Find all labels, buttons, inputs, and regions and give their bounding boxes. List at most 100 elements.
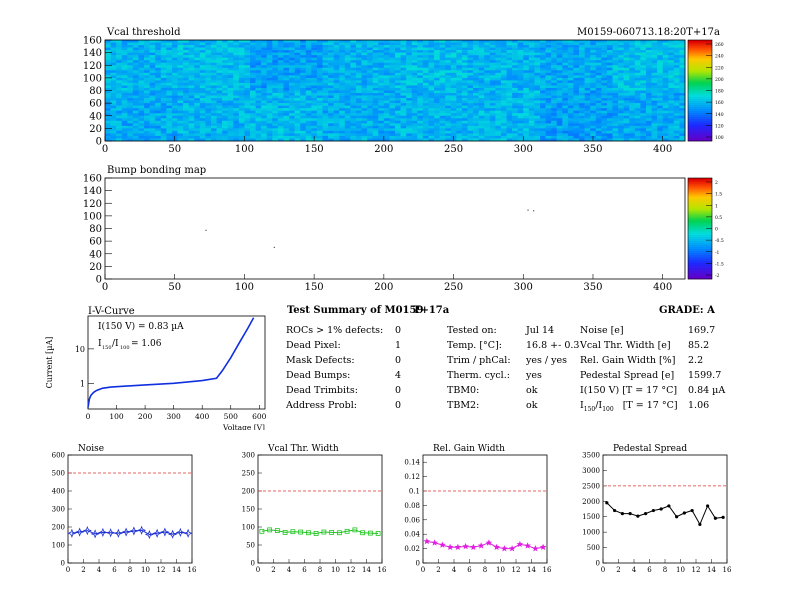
heatmap-cell (645, 103, 652, 106)
heatmap-cell (210, 55, 217, 58)
heatmap-cell (177, 128, 184, 132)
heatmap-cell (434, 72, 440, 76)
heatmap-cell (651, 93, 658, 96)
heatmap-cell (551, 75, 558, 79)
heatmap-cell (540, 113, 546, 117)
heatmap-cell (216, 90, 223, 94)
heatmap-cell (673, 93, 680, 96)
heatmap-cell (461, 133, 468, 137)
vcal-width-y-tick-label: 250 (242, 470, 255, 478)
heatmap-cell (484, 87, 491, 91)
vcal-width-y-tick-label: 300 (242, 452, 255, 460)
heatmap-cell (595, 82, 602, 86)
heatmap-cell (272, 85, 279, 89)
heatmap-cell (177, 50, 184, 53)
heatmap-cell (378, 40, 385, 43)
heatmap-cell (590, 103, 597, 106)
pedestal-y-tick-label: 0 (596, 560, 600, 568)
heatmap-cell (222, 60, 228, 64)
heatmap-cell (456, 67, 463, 71)
heatmap-cell (216, 87, 223, 91)
heatmap-cell (155, 70, 162, 74)
heatmap-cell (673, 98, 680, 101)
heatmap-cell (618, 60, 624, 64)
heatmap-cell (634, 130, 641, 134)
heatmap-cell (294, 45, 301, 48)
heatmap-cell (250, 138, 256, 142)
heatmap-cell (238, 95, 245, 99)
heatmap-cell (657, 67, 663, 71)
heatmap-cell (395, 85, 401, 89)
heatmap-cell (640, 95, 647, 99)
heatmap-cell (194, 57, 201, 61)
heatmap-cell (484, 40, 491, 43)
heatmap-cell (311, 128, 318, 132)
heatmap-cell (283, 115, 290, 119)
bump-palette-cell (688, 244, 712, 247)
gain-width-series-line (426, 540, 544, 550)
heatmap-cell (489, 70, 496, 74)
heatmap-cell (199, 47, 206, 51)
heatmap-cell (328, 40, 334, 43)
heatmap-cell (261, 98, 268, 101)
heatmap-cell (272, 80, 279, 84)
heatmap-cell (534, 67, 541, 71)
heatmap-cell (434, 67, 440, 71)
heatmap-cell (277, 123, 284, 127)
heatmap-cell (506, 93, 513, 96)
heatmap-cell (389, 60, 396, 64)
heatmap-cell (244, 138, 251, 142)
heatmap-cell (227, 133, 234, 137)
heatmap-cell (478, 90, 485, 94)
heatmap-cell (551, 67, 558, 71)
heatmap-cell (194, 40, 201, 43)
heatmap-cell (640, 103, 647, 106)
heatmap-cell (461, 108, 468, 111)
heatmap-cell (528, 70, 535, 74)
heatmap-cell (155, 42, 162, 46)
heatmap-cell (528, 125, 535, 129)
heatmap-cell (634, 72, 641, 76)
vcal-width-y-tick-label: 100 (242, 524, 255, 532)
heatmap-cell (562, 93, 569, 96)
heatmap-cell (110, 52, 117, 56)
heatmap-cell (227, 47, 234, 51)
heatmap-cell (512, 87, 518, 91)
heatmap-cell (294, 65, 301, 69)
heatmap-cell (294, 67, 301, 71)
heatmap-cell (445, 110, 452, 114)
heatmap-cell (500, 100, 507, 104)
heatmap-cell (634, 62, 641, 66)
heatmap-cell (662, 77, 669, 81)
heatmap-cell (183, 72, 189, 76)
heatmap-cell (289, 138, 295, 142)
heatmap-cell (110, 135, 117, 139)
heatmap-cell (434, 82, 440, 86)
heatmap-cell (657, 55, 663, 58)
vcal-width-y-tick-label: 200 (242, 488, 255, 496)
heatmap-cell (149, 113, 156, 117)
heatmap-cell (629, 120, 636, 124)
heatmap-cell (367, 80, 373, 84)
heatmap-cell (138, 120, 145, 124)
heatmap-cell (105, 95, 111, 99)
heatmap-cell (601, 95, 608, 99)
summary-right-label: Vcal Thr. Width [e] (580, 340, 671, 351)
heatmap-cell (645, 77, 652, 81)
heatmap-cell (227, 115, 234, 119)
heatmap-cell (194, 62, 201, 66)
vcal-width-x-tick-label: 14 (362, 566, 371, 574)
heatmap-cell (534, 75, 541, 79)
heatmap-cell (277, 57, 284, 61)
heatmap-cell (406, 130, 413, 134)
vcal-palette-label: 160 (715, 100, 724, 106)
heatmap-cell (138, 118, 145, 122)
heatmap-cell (250, 103, 256, 106)
heatmap-cell (422, 103, 429, 106)
heatmap-cell (422, 100, 429, 104)
heatmap-cell (367, 103, 373, 106)
heatmap-cell (461, 93, 468, 96)
heatmap-cell (233, 75, 240, 79)
heatmap-cell (595, 47, 602, 51)
heatmap-cell (222, 108, 228, 111)
